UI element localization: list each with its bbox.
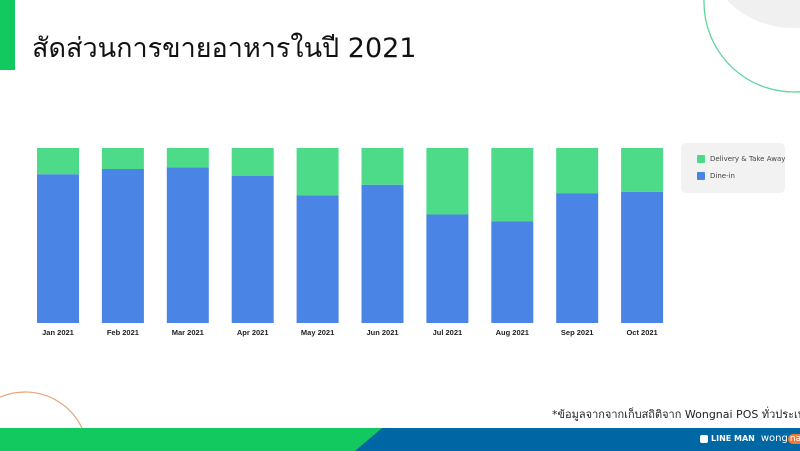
bar-dine-in-sep-2021: [556, 193, 599, 323]
bar-delivery-feb-2021: [101, 148, 144, 169]
chart-legend: Delivery & Take Away Dine-in: [681, 143, 785, 193]
bar-dine-in-apr-2021: [231, 176, 274, 323]
bar-dine-in-oct-2021: [621, 191, 664, 323]
bar-delivery-jul-2021: [426, 148, 469, 215]
x-tick-label: Jun 2021: [366, 328, 398, 337]
bar-dine-in-feb-2021: [101, 169, 144, 323]
page-title: สัดส่วนการขายอาหารในปี 2021: [32, 33, 417, 64]
legend-label-delivery: Delivery & Take Away: [710, 155, 786, 163]
x-tick-label: Aug 2021: [496, 328, 529, 337]
data-source-footnote: *ข้อมูลจากจากเก็บสถิติจาก Wongnai POS ทั…: [552, 408, 800, 421]
x-tick-label: Apr 2021: [237, 328, 269, 337]
x-tick-label: Jul 2021: [433, 328, 463, 337]
bar-dine-in-jul-2021: [426, 214, 469, 323]
bar-dine-in-aug-2021: [491, 221, 534, 323]
bar-dine-in-may-2021: [296, 195, 339, 323]
wongnai-logo: wongnai: [761, 433, 800, 445]
x-tick-label: Jan 2021: [42, 328, 74, 337]
lineman-icon: [700, 435, 708, 443]
x-tick-label: Sep 2021: [561, 328, 594, 337]
brand-logos: LINE MAN wongnai: [700, 433, 800, 445]
legend-item-delivery: Delivery & Take Away: [697, 155, 785, 163]
bar-delivery-mar-2021: [166, 148, 209, 168]
green-circle-decoration: [703, 0, 800, 93]
legend-swatch-dine-in: [697, 172, 705, 180]
bar-delivery-jan-2021: [37, 148, 79, 175]
bar-delivery-may-2021: [296, 148, 339, 196]
legend-label-dine-in: Dine-in: [710, 172, 735, 180]
bar-delivery-sep-2021: [556, 148, 599, 194]
x-tick-label: Oct 2021: [626, 328, 657, 337]
bar-delivery-apr-2021: [231, 148, 274, 176]
title-accent-bar: [0, 0, 15, 70]
x-tick-label: Feb 2021: [107, 328, 139, 337]
legend-item-dine-in: Dine-in: [697, 172, 735, 180]
legend-swatch-delivery: [697, 155, 705, 163]
lineman-logo: LINE MAN: [711, 434, 755, 443]
bar-delivery-aug-2021: [491, 148, 534, 222]
wongnai-logo-badge: nai: [787, 434, 800, 444]
gray-circle-decoration: [726, 0, 800, 28]
x-tick-label: May 2021: [301, 328, 334, 337]
bar-dine-in-jun-2021: [361, 184, 404, 323]
bar-delivery-jun-2021: [361, 148, 404, 185]
bar-dine-in-mar-2021: [166, 167, 209, 323]
wongnai-logo-text: wong: [760, 433, 788, 444]
bar-delivery-oct-2021: [621, 148, 664, 192]
stacked-bar-chart: Jan 2021 Feb 2021 Mar 2021 Apr 2021 May 2021…: [37, 148, 664, 337]
footer-green-band: [0, 428, 382, 451]
x-tick-label: Mar 2021: [172, 328, 204, 337]
bar-dine-in-jan-2021: [37, 174, 79, 323]
